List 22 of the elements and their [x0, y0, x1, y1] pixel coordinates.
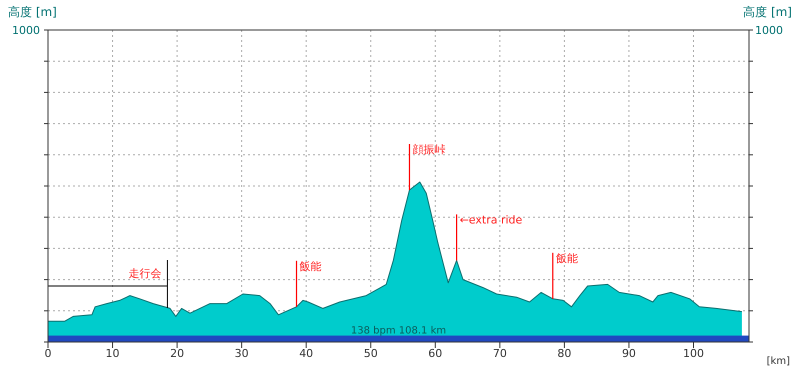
- annotation: 顔振峠: [412, 143, 446, 156]
- text: 高度 [m]: [8, 5, 57, 19]
- ref-line-label: 走行会: [128, 267, 162, 280]
- x-tick-label: 0: [44, 347, 52, 360]
- x-tick-label: 20: [170, 347, 184, 360]
- band-label: 138 bpm 108.1 km: [350, 326, 446, 337]
- text: 高度 [m]: [743, 5, 792, 19]
- x-tick-label: 90: [622, 347, 636, 360]
- x-tick-label: 60: [428, 347, 442, 360]
- x-tick-label: 30: [234, 347, 249, 360]
- annotation: ←extra ride: [460, 213, 523, 226]
- x-tick-label: 10: [106, 347, 120, 360]
- x-axis-title: [km]: [766, 356, 790, 367]
- annotation: 飯能: [300, 260, 322, 273]
- x-tick-label: 80: [557, 347, 572, 360]
- x-tick-label: 70: [492, 347, 507, 360]
- x-tick-label: 40: [299, 347, 314, 360]
- text: 1000: [755, 24, 783, 37]
- x-tick-label: 100: [682, 347, 704, 360]
- annotation: 飯能: [556, 252, 578, 265]
- text: 1000: [12, 24, 40, 37]
- x-tick-label: 50: [364, 347, 378, 360]
